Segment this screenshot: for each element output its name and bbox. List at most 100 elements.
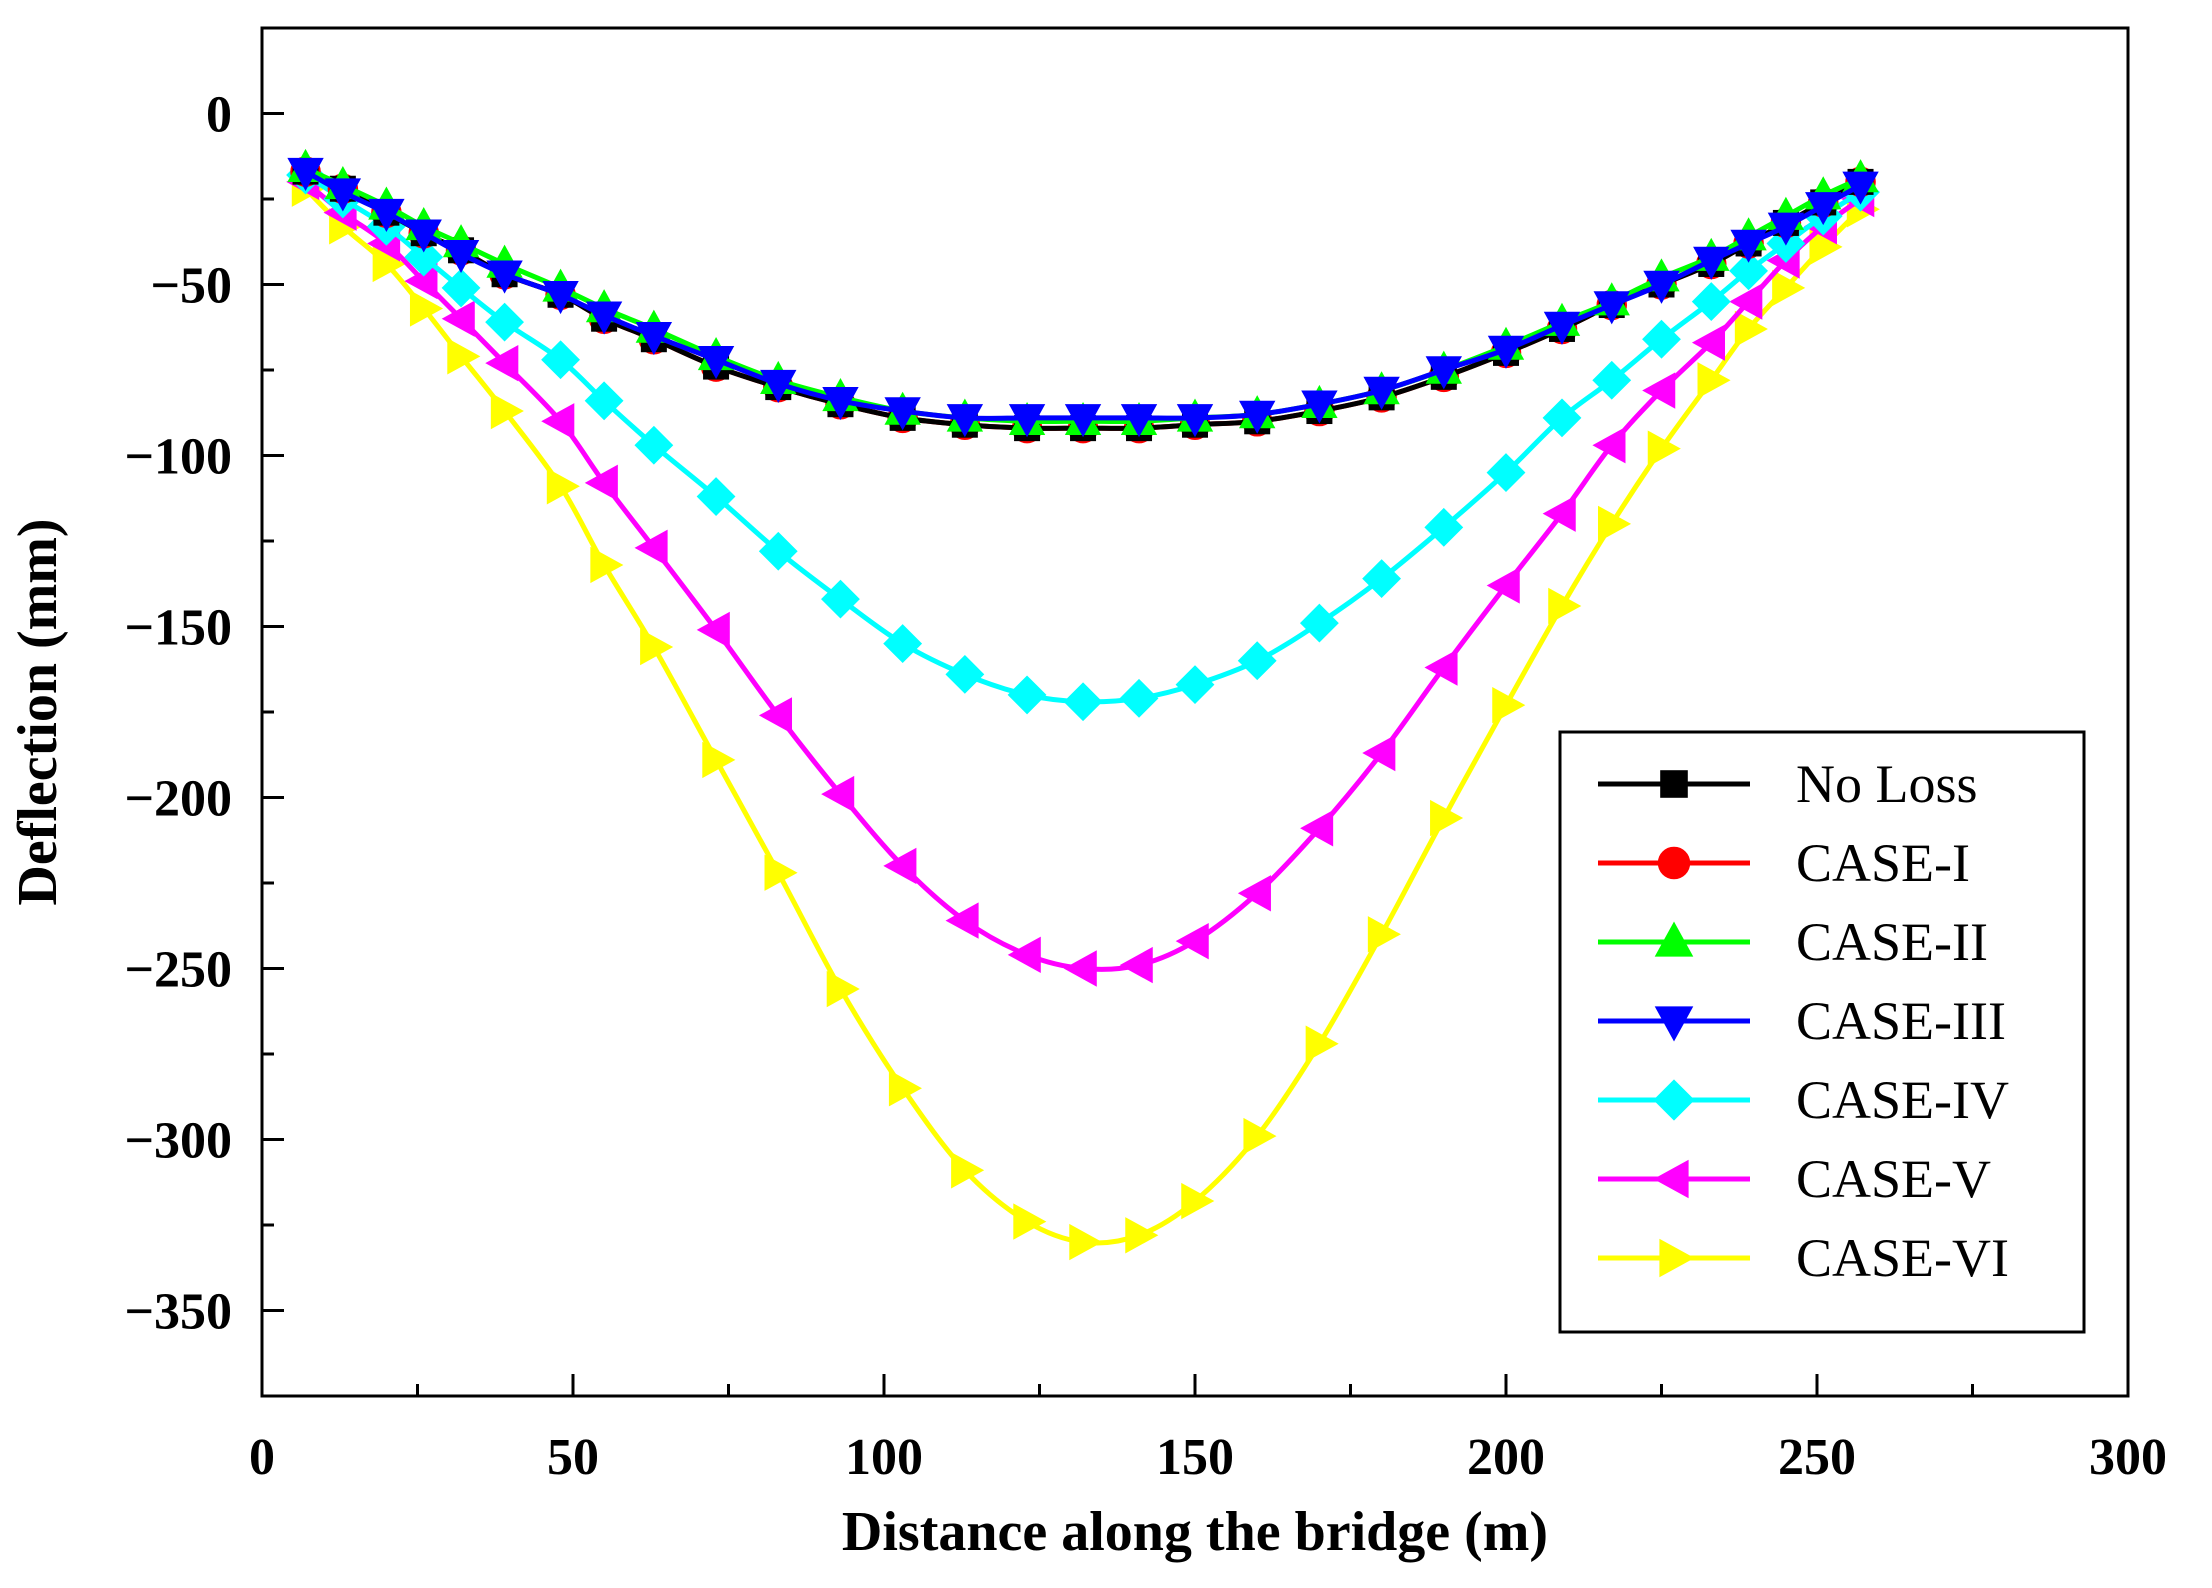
- data-point: [324, 178, 362, 212]
- data-point: [1729, 251, 1768, 291]
- series-case-i: [290, 156, 1876, 444]
- data-point: [1593, 291, 1630, 325]
- data-point: [826, 970, 860, 1008]
- legend-label: CASE-II: [1796, 912, 1988, 972]
- data-point: [1486, 567, 1520, 604]
- data-point: [1176, 404, 1214, 438]
- legend-marker: [1654, 1006, 1694, 1042]
- y-tick-label: −250: [124, 942, 232, 999]
- data-point: [1424, 507, 1464, 547]
- data-point: [486, 260, 523, 294]
- data-point: [372, 245, 406, 283]
- y-tick-label: −350: [124, 1284, 232, 1341]
- data-point: [1543, 311, 1581, 345]
- data-point: [1772, 269, 1806, 307]
- data-point: [485, 344, 519, 382]
- y-tick-label: 0: [206, 87, 232, 144]
- series-case-iv: [286, 155, 1880, 722]
- legend-label: CASE-III: [1796, 991, 2006, 1051]
- data-point: [485, 302, 524, 342]
- x-tick-label: 200: [1467, 1429, 1545, 1486]
- legend-item: CASE-V: [1598, 1149, 1991, 1209]
- data-point: [945, 654, 985, 694]
- y-tick-label: −50: [150, 258, 232, 315]
- series-no-loss: [292, 158, 1874, 442]
- data-point: [1243, 1117, 1277, 1155]
- data-point: [1125, 1217, 1159, 1254]
- data-point: [945, 902, 979, 939]
- data-point: [1181, 1182, 1215, 1220]
- series-case-vi: [291, 170, 1880, 1261]
- legend-item: CASE-III: [1598, 991, 2006, 1051]
- data-point: [541, 340, 580, 380]
- axes: 0 50 100 150 200 250 300 0 −50 −100 −150 −200 −250 −3…: [124, 26, 2167, 1486]
- legend-box: [1558, 730, 2086, 1334]
- data-point: [821, 775, 855, 813]
- legend-marker: [1653, 1079, 1695, 1121]
- data-point: [1424, 649, 1458, 686]
- data-point: [1175, 665, 1215, 705]
- data-point: [1013, 1203, 1047, 1240]
- data-point: [1120, 404, 1158, 438]
- data-point: [584, 464, 618, 502]
- data-point: [368, 198, 405, 233]
- data-point: [405, 219, 442, 253]
- data-point: [1643, 270, 1680, 304]
- data-point: [546, 468, 580, 505]
- y-tick-label: −150: [124, 600, 232, 657]
- data-point: [696, 477, 736, 516]
- data-point: [1486, 453, 1526, 493]
- data-point: [821, 579, 860, 619]
- data-point: [1697, 362, 1731, 399]
- data-point: [1063, 682, 1103, 722]
- data-point: [883, 847, 917, 885]
- data-point: [1008, 404, 1046, 438]
- legend-label: CASE-VI: [1796, 1228, 2009, 1288]
- data-point: [640, 628, 674, 666]
- data-point: [1237, 875, 1271, 912]
- data-point: [287, 157, 324, 191]
- data-point: [1805, 192, 1842, 226]
- data-point: [1597, 505, 1632, 543]
- x-tick-label: 150: [1156, 1429, 1234, 1486]
- data-point: [1362, 734, 1396, 772]
- legend-marker: [1657, 846, 1691, 880]
- data-point: [1362, 559, 1402, 599]
- x-tick-label: 100: [845, 1429, 923, 1486]
- data-point: [1305, 1025, 1339, 1062]
- data-point: [1729, 283, 1763, 320]
- data-point: [635, 322, 673, 356]
- data-point: [696, 611, 730, 649]
- data-point: [760, 369, 797, 404]
- x-axis-title: Distance along the bridge (m): [842, 1501, 1548, 1563]
- data-point: [1691, 282, 1731, 322]
- data-point: [1425, 356, 1462, 390]
- data-point: [1734, 310, 1768, 348]
- legend-marker: [1660, 770, 1688, 798]
- data-point: [1175, 922, 1209, 960]
- data-point: [634, 425, 674, 465]
- legend-item: CASE-II: [1598, 912, 1988, 972]
- legend-item: No Loss: [1598, 754, 1978, 814]
- data-point: [884, 397, 921, 431]
- legend: No Loss CASE-I CASE-II CASE-III CASE-IV CASE-…: [1558, 730, 2086, 1334]
- data-point: [1693, 246, 1730, 280]
- data-point: [822, 387, 859, 421]
- x-tick-label: 300: [2089, 1429, 2167, 1486]
- plot-series: [286, 148, 1880, 1261]
- data-point: [1487, 335, 1525, 369]
- data-point: [1647, 430, 1681, 467]
- data-point: [590, 546, 624, 584]
- y-axis-title: Deflection (mm): [7, 518, 69, 905]
- data-point: [442, 239, 480, 274]
- data-point: [1592, 360, 1632, 400]
- data-point: [946, 404, 984, 438]
- data-point: [1301, 390, 1338, 424]
- legend-marker: [1654, 921, 1694, 957]
- data-point: [1691, 324, 1726, 361]
- data-point: [409, 290, 444, 327]
- legend-marker: [1653, 1159, 1689, 1199]
- data-point: [541, 403, 575, 440]
- data-point: [490, 392, 524, 430]
- data-point: [1007, 675, 1047, 715]
